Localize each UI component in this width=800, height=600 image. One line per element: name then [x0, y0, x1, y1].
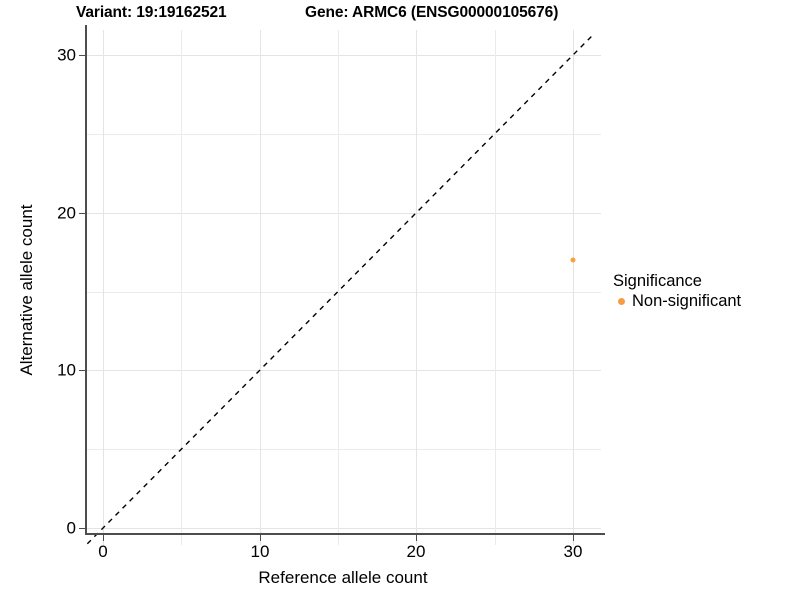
- x-axis-tick: [103, 535, 104, 541]
- y-axis-tick-label: 10: [57, 360, 76, 380]
- legend-items: Non-significant: [613, 292, 741, 311]
- y-axis-tick: [79, 213, 85, 214]
- x-axis-tick: [573, 535, 574, 541]
- x-axis-tick: [416, 535, 417, 541]
- gridline-vertical: [573, 30, 574, 545]
- y-axis-tick: [79, 528, 85, 529]
- y-axis-tick-label: 0: [66, 518, 76, 538]
- y-axis-tick-label: 30: [57, 45, 76, 65]
- y-axis-line: [85, 25, 87, 533]
- gene-title: Gene: ARMC6 (ENSG00000105676): [305, 4, 559, 21]
- gridline-vertical: [416, 30, 417, 545]
- gridline-vertical: [103, 30, 104, 545]
- gridline-vertical: [260, 30, 261, 545]
- y-axis-tick-label: 20: [57, 203, 76, 223]
- gridline-horizontal: [85, 134, 601, 135]
- y-axis-tick: [79, 370, 85, 371]
- gridline-vertical: [338, 30, 339, 545]
- x-axis-tick: [260, 535, 261, 541]
- x-axis-tick-label: 20: [406, 542, 426, 561]
- gridline-horizontal: [85, 449, 601, 450]
- legend: Significance Non-significant: [613, 272, 741, 311]
- variant-title: Variant: 19:19162521: [76, 4, 227, 21]
- gridline-horizontal: [85, 528, 601, 529]
- gridline-horizontal: [85, 292, 601, 293]
- x-axis-label-text: Reference allele count: [258, 568, 428, 587]
- chart-title-row: Variant: 19:19162521 Gene: ARMC6 (ENSG00…: [0, 4, 800, 26]
- x-axis-label: Reference allele count: [0, 568, 800, 588]
- x-axis-tick-label: 10: [250, 542, 270, 561]
- legend-title: Significance: [613, 272, 702, 290]
- dot-icon: [617, 298, 625, 305]
- gridline-vertical: [495, 30, 496, 545]
- x-axis-tick-label: 0: [98, 542, 108, 561]
- gridlines-layer: [85, 30, 601, 545]
- legend-item-label: Non-significant: [632, 292, 742, 310]
- y-axis-tick: [79, 55, 85, 56]
- gridline-horizontal: [85, 55, 601, 56]
- gridline-horizontal: [85, 370, 601, 371]
- y-axis-label: Alternative allele count: [17, 204, 36, 376]
- plot-panel: 0 10 20 30 0 10 20 30: [57, 25, 605, 560]
- x-axis-tick-label: 30: [563, 542, 583, 561]
- gridline-horizontal: [85, 213, 601, 214]
- gridline-vertical: [181, 30, 182, 545]
- legend-key: [613, 292, 629, 311]
- x-axis-line: [85, 533, 605, 535]
- legend-item[interactable]: Non-significant: [613, 292, 741, 311]
- data-point[interactable]: [570, 257, 576, 263]
